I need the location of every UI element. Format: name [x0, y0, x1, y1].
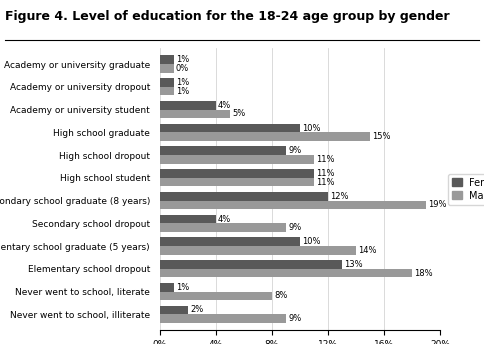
Bar	[160, 201, 426, 209]
Bar	[160, 314, 286, 323]
Text: 12%: 12%	[330, 192, 349, 201]
Bar	[160, 169, 314, 178]
Text: 1%: 1%	[176, 78, 189, 87]
Text: 9%: 9%	[288, 314, 302, 323]
Text: 1%: 1%	[176, 55, 189, 64]
Text: 11%: 11%	[316, 169, 335, 178]
Bar	[160, 110, 230, 118]
Bar	[160, 155, 314, 164]
Bar	[160, 306, 188, 314]
Text: 4%: 4%	[218, 101, 231, 110]
Text: Figure 4. Level of education for the 18-24 age group by gender: Figure 4. Level of education for the 18-…	[5, 10, 450, 23]
Text: 8%: 8%	[274, 291, 287, 300]
Text: 11%: 11%	[316, 178, 335, 187]
Bar	[160, 64, 174, 73]
Bar	[160, 192, 328, 201]
Bar	[160, 283, 174, 292]
Bar	[160, 215, 216, 223]
Text: 0%: 0%	[176, 64, 189, 73]
Text: 1%: 1%	[176, 283, 189, 292]
Bar	[160, 124, 300, 132]
Bar	[160, 55, 174, 64]
Text: 18%: 18%	[414, 269, 433, 278]
Bar	[160, 101, 216, 110]
Text: 4%: 4%	[218, 215, 231, 224]
Text: 5%: 5%	[232, 109, 245, 118]
Bar	[160, 178, 314, 186]
Text: 14%: 14%	[358, 246, 377, 255]
Text: 15%: 15%	[372, 132, 391, 141]
Text: 1%: 1%	[176, 87, 189, 96]
Bar	[160, 269, 412, 278]
Text: 9%: 9%	[288, 223, 302, 232]
Text: 11%: 11%	[316, 155, 335, 164]
Bar	[160, 237, 300, 246]
Bar	[160, 246, 356, 255]
Bar	[160, 292, 272, 300]
Text: 19%: 19%	[428, 201, 447, 209]
Text: 13%: 13%	[344, 260, 363, 269]
Bar	[160, 87, 174, 96]
Legend: Female, Male: Female, Male	[448, 174, 484, 205]
Text: 10%: 10%	[302, 237, 321, 246]
Bar	[160, 132, 370, 141]
Bar	[160, 260, 342, 269]
Bar	[160, 223, 286, 232]
Text: 10%: 10%	[302, 123, 321, 132]
Text: 2%: 2%	[190, 305, 203, 314]
Bar	[160, 147, 286, 155]
Text: 9%: 9%	[288, 146, 302, 155]
Bar	[160, 78, 174, 87]
